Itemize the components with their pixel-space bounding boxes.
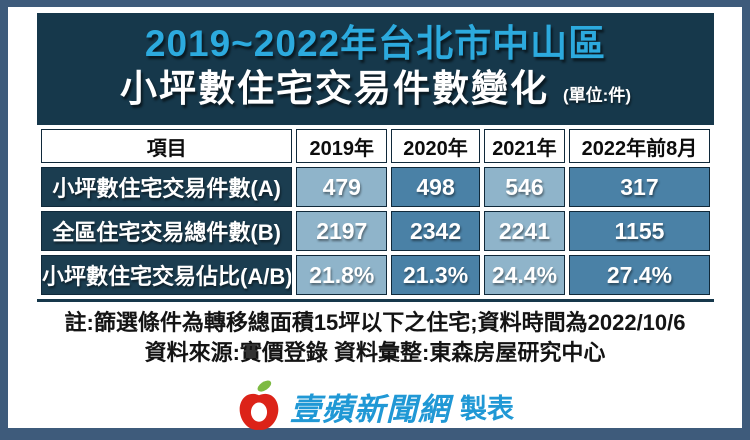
note-filter-criteria: 註:篩選條件為轉移總面積15坪以下之住宅;資料時間為2022/10/6	[64, 310, 686, 335]
header-cell-2021: 2021年	[483, 129, 565, 163]
value-cell: 498	[391, 167, 480, 207]
header-cell-2020: 2020年	[391, 129, 480, 163]
table-row: 小坪數住宅交易佔比(A/B) 21.8% 21.3% 24.4% 27.4%	[41, 255, 710, 295]
header-cell-2022-jan-aug: 2022年前8月	[568, 129, 710, 163]
value-cell: 27.4%	[568, 255, 710, 295]
brand-name-text: 壹蘋新聞網	[290, 391, 450, 427]
value-cell: 21.3%	[391, 255, 480, 295]
table-header-row: 項目 2019年 2020年 2021年 2022年前8月	[41, 129, 710, 163]
row-label-ratio: 小坪數住宅交易佔比(A/B)	[41, 255, 293, 295]
value-cell: 2197	[296, 211, 388, 251]
unit-label: (單位:件)	[563, 86, 631, 105]
header-cell-item: 項目	[41, 129, 293, 163]
value-cell: 24.4%	[483, 255, 565, 295]
value-cell: 546	[483, 167, 565, 207]
title-line-2: 小坪數住宅交易件數變化	[120, 68, 549, 109]
title-and-table-panel: 2019~2022年台北市中山區 小坪數住宅交易件數變化 (單位:件) 項目 20…	[37, 13, 714, 302]
value-cell: 2241	[483, 211, 565, 251]
title-line-1: 2019~2022年台北市中山區	[144, 23, 607, 64]
value-cell: 1155	[568, 211, 710, 251]
value-cell: 479	[296, 167, 388, 207]
row-label-small-unit-count: 小坪數住宅交易件數(A)	[41, 167, 293, 207]
value-cell: 21.8%	[296, 255, 388, 295]
title-line-2-row: 小坪數住宅交易件數變化 (單位:件)	[37, 66, 714, 120]
value-cell: 2342	[391, 211, 480, 251]
note-data-source: 資料來源:實價登錄 資料彙整:東森房屋研究中心	[144, 340, 606, 365]
table-row: 小坪數住宅交易件數(A) 479 498 546 317	[41, 167, 710, 207]
header-cell-2019: 2019年	[296, 129, 388, 163]
apple-logo-icon	[239, 380, 279, 430]
footnotes: 註:篩選條件為轉移總面積15坪以下之住宅;資料時間為2022/10/6 資料來源…	[8, 308, 742, 368]
table-row: 全區住宅交易總件數(B) 2197 2342 2241 1155	[41, 211, 710, 251]
brand-suffix-text: 製表	[460, 393, 514, 424]
value-cell: 317	[568, 167, 710, 207]
publisher-logo-row: 壹蘋新聞網 製表	[8, 378, 742, 434]
transactions-table: 項目 2019年 2020年 2021年 2022年前8月 小坪數住宅交易件數(…	[37, 125, 714, 299]
row-label-district-total: 全區住宅交易總件數(B)	[41, 211, 293, 251]
